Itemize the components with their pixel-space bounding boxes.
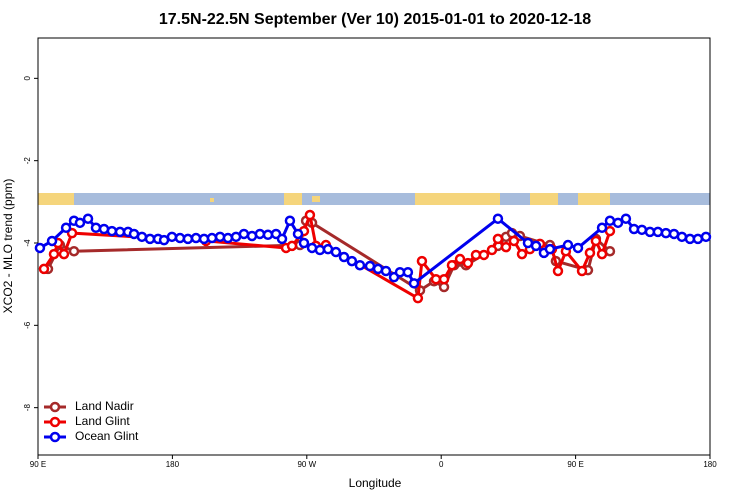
data-point bbox=[292, 228, 304, 240]
data-point bbox=[562, 239, 574, 251]
y-axis-label: XCO2 - MLO trend (ppm) bbox=[1, 179, 15, 314]
legend-marker bbox=[49, 401, 61, 413]
y-tick-label: -8 bbox=[23, 404, 32, 412]
data-point bbox=[106, 225, 118, 237]
legend-label: Ocean Glint bbox=[75, 429, 139, 443]
legend-label: Land Nadir bbox=[75, 399, 134, 413]
data-point bbox=[238, 228, 250, 240]
data-point bbox=[68, 245, 80, 257]
legend-marker bbox=[49, 431, 61, 443]
x-axis-label: Longitude bbox=[349, 476, 402, 490]
x-tick-label: 0 bbox=[439, 460, 444, 469]
data-point bbox=[214, 231, 226, 243]
data-point bbox=[60, 222, 72, 234]
x-tick-label: 180 bbox=[703, 460, 717, 469]
data-point bbox=[190, 232, 202, 244]
data-point bbox=[314, 244, 326, 256]
y-tick-label: -4 bbox=[23, 239, 32, 247]
data-point bbox=[462, 257, 474, 269]
data-point bbox=[454, 253, 466, 265]
data-point bbox=[262, 229, 274, 241]
data-point bbox=[676, 231, 688, 243]
x-tick-label: 90 E bbox=[30, 460, 46, 469]
chart-title: 17.5N-22.5N September (Ver 10) 2015-01-0… bbox=[159, 11, 591, 28]
data-point bbox=[34, 242, 46, 254]
data-point bbox=[596, 222, 608, 234]
data-point bbox=[552, 265, 564, 277]
data-point bbox=[416, 255, 428, 267]
data-point bbox=[330, 246, 342, 258]
data-point bbox=[576, 265, 588, 277]
data-point bbox=[136, 231, 148, 243]
data-point bbox=[58, 248, 70, 260]
data-point bbox=[182, 233, 194, 245]
data-point bbox=[596, 248, 608, 260]
data-point bbox=[516, 248, 528, 260]
data-point bbox=[304, 209, 316, 221]
legend-marker bbox=[49, 416, 61, 428]
data-point bbox=[286, 240, 298, 252]
data-point bbox=[222, 232, 234, 244]
data-point bbox=[206, 232, 218, 244]
data-point bbox=[660, 227, 672, 239]
data-point bbox=[380, 265, 392, 277]
data-point bbox=[48, 248, 60, 260]
y-tick-label: -2 bbox=[23, 157, 32, 165]
data-point bbox=[492, 213, 504, 224]
data-point bbox=[446, 259, 458, 271]
data-point bbox=[402, 266, 414, 278]
map-strip bbox=[38, 193, 710, 205]
data-point bbox=[412, 292, 424, 304]
data-point bbox=[254, 228, 266, 240]
data-point bbox=[74, 217, 86, 229]
data-point bbox=[500, 241, 512, 253]
data-point bbox=[90, 222, 102, 234]
data-point bbox=[114, 226, 126, 238]
data-point bbox=[700, 231, 712, 243]
data-point bbox=[354, 259, 366, 271]
data-point bbox=[486, 244, 498, 256]
data-point bbox=[572, 242, 584, 254]
data-point bbox=[408, 278, 420, 289]
data-point bbox=[692, 233, 704, 245]
data-point bbox=[46, 235, 58, 247]
data-point bbox=[522, 237, 534, 249]
data-point bbox=[544, 243, 556, 255]
data-point bbox=[438, 273, 450, 285]
data-point bbox=[620, 213, 632, 224]
data-point bbox=[530, 240, 542, 252]
data-point bbox=[430, 273, 442, 285]
data-point bbox=[166, 231, 178, 243]
data-point bbox=[492, 233, 504, 245]
data-point bbox=[298, 237, 310, 249]
legend-label: Land Glint bbox=[75, 414, 130, 428]
data-point bbox=[284, 215, 296, 227]
data-point bbox=[636, 224, 648, 236]
data-point bbox=[604, 215, 616, 227]
data-point bbox=[338, 251, 350, 263]
data-point bbox=[144, 233, 156, 245]
x-tick-label: 90 W bbox=[297, 460, 316, 469]
data-point bbox=[652, 226, 664, 238]
x-tick-label: 90 E bbox=[567, 460, 583, 469]
data-point bbox=[82, 213, 94, 224]
data-point bbox=[590, 235, 602, 247]
data-point bbox=[364, 260, 376, 272]
y-tick-label: -6 bbox=[23, 321, 32, 329]
data-point bbox=[478, 249, 490, 261]
y-tick-label: 0 bbox=[23, 76, 32, 81]
x-tick-label: 180 bbox=[166, 460, 180, 469]
data-point bbox=[38, 263, 50, 275]
data-point bbox=[584, 247, 596, 259]
data-point bbox=[346, 255, 358, 267]
data-point bbox=[612, 217, 624, 229]
data-point bbox=[508, 235, 520, 247]
data-point bbox=[276, 233, 288, 245]
